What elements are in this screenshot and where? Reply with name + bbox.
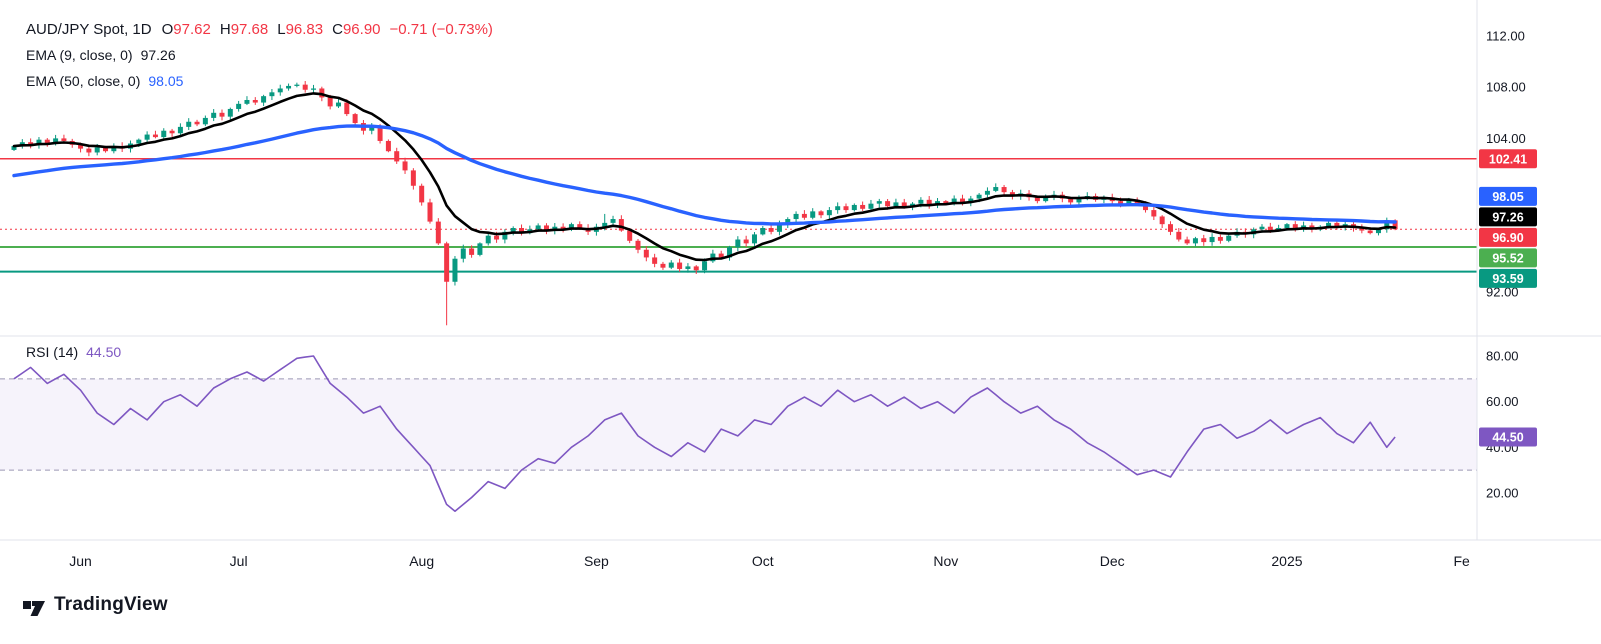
rsi-line	[13, 355, 1396, 512]
svg-text:Jul: Jul	[230, 553, 248, 569]
svg-text:Oct: Oct	[752, 553, 774, 569]
ohlc-low: L96.83	[277, 20, 324, 38]
price-levels	[0, 157, 1477, 273]
svg-text:97.26: 97.26	[1492, 210, 1523, 224]
tradingview-logo-icon	[23, 601, 45, 616]
brand-name: TradingView	[54, 594, 168, 615]
svg-text:93.59: 93.59	[1492, 272, 1523, 286]
ema9-legend[interactable]: EMA (9, close, 0) 97.26	[26, 42, 493, 68]
ema9-line	[12, 92, 1397, 262]
svg-text:Nov: Nov	[933, 553, 958, 569]
candlesticks	[11, 81, 1398, 326]
ema50-label: EMA (50, close, 0)	[26, 73, 141, 89]
ema50-line	[12, 124, 1397, 226]
svg-text:Sep: Sep	[584, 553, 609, 569]
svg-text:96.90: 96.90	[1492, 231, 1523, 245]
main-legend: AUD/JPY Spot, 1D O97.62 H97.68 L96.83 C9…	[26, 16, 493, 94]
svg-text:Jun: Jun	[69, 553, 92, 569]
rsi-value: 44.50	[86, 344, 122, 360]
svg-text:60.00: 60.00	[1486, 394, 1519, 409]
svg-text:80.00: 80.00	[1486, 349, 1519, 364]
svg-text:20.00: 20.00	[1486, 485, 1519, 500]
tradingview-brand[interactable]: TradingView	[22, 593, 168, 617]
svg-text:92.00: 92.00	[1486, 285, 1519, 300]
svg-text:Aug: Aug	[409, 553, 434, 569]
svg-text:Fe: Fe	[1454, 553, 1471, 569]
symbol-title[interactable]: AUD/JPY Spot, 1D	[26, 20, 152, 38]
svg-text:108.00: 108.00	[1486, 80, 1526, 95]
ema9-label: EMA (9, close, 0)	[26, 47, 133, 63]
svg-text:Dec: Dec	[1100, 553, 1125, 569]
ohlc-high: H97.68	[219, 20, 269, 38]
rsi-label: RSI (14)	[26, 344, 79, 360]
svg-text:112.00: 112.00	[1486, 29, 1525, 44]
symbol-legend-row[interactable]: AUD/JPY Spot, 1D O97.62 H97.68 L96.83 C9…	[26, 16, 493, 42]
svg-text:102.41: 102.41	[1489, 152, 1527, 166]
svg-text:104.00: 104.00	[1486, 131, 1526, 146]
time-axis[interactable]: Jun Jul Aug Sep Oct Nov Dec 2025 Fe	[69, 553, 1470, 569]
ema9-value: 97.26	[140, 47, 176, 63]
svg-text:2025: 2025	[1271, 553, 1302, 569]
ema50-legend[interactable]: EMA (50, close, 0) 98.05	[26, 68, 493, 94]
rsi-legend[interactable]: RSI (14) 44.50	[26, 344, 121, 360]
svg-text:95.52: 95.52	[1492, 251, 1523, 265]
pane-dividers	[0, 0, 1601, 541]
ohlc-close: C96.90	[332, 20, 381, 38]
rsi-band	[0, 378, 1477, 471]
change-value: −0.71 (−0.73%)	[389, 20, 493, 38]
ohlc-open: O97.62	[161, 20, 211, 38]
price-axis-badges: 102.41 98.05 97.26 96.90 95.52 93.59 44.50	[1479, 149, 1537, 447]
svg-text:44.50: 44.50	[1492, 431, 1523, 445]
ema50-value: 98.05	[148, 73, 184, 89]
svg-text:98.05: 98.05	[1492, 190, 1523, 204]
